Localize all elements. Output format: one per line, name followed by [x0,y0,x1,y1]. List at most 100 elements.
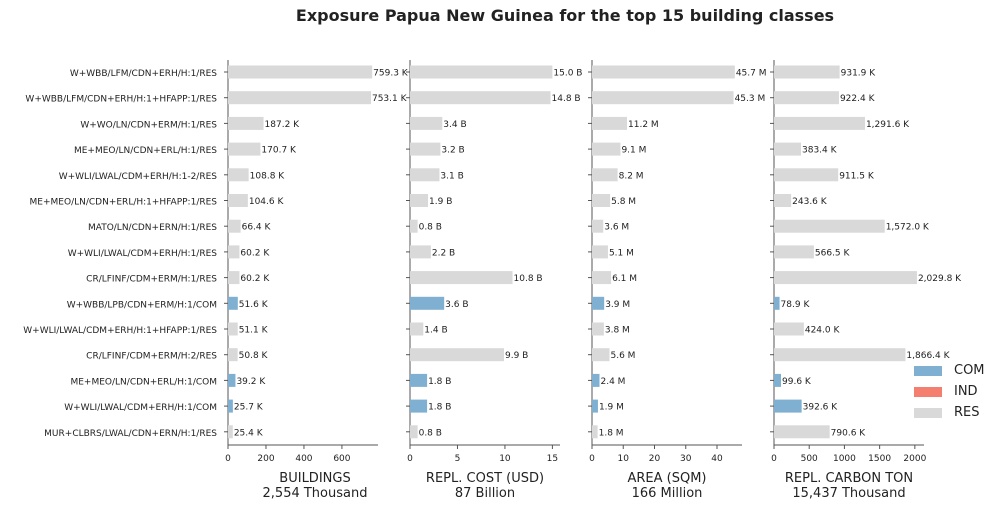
bar [592,245,608,259]
bar [774,373,782,387]
data-label: 3.1 B [440,171,463,181]
category-label: W+WO/LN/CDN+ERM/H:1/RES [80,120,217,130]
data-label: 10.8 B [514,274,543,284]
legend-item-com: COM [914,360,985,381]
x-tick-label: 500 [801,454,818,464]
bar [774,348,906,362]
category-label: MATO/LN/CDN+ERN/H:1/RES [88,223,217,233]
x-tick-label: 1500 [868,454,891,464]
data-label: 108.8 K [250,171,286,181]
bar [774,399,802,413]
bar [228,296,238,310]
bar [774,296,780,310]
bar [592,425,598,439]
x-tick-label: 30 [680,454,692,464]
data-label: 1.8 B [428,377,451,387]
legend-item-ind: IND [914,381,985,402]
category-label: ME+MEO/LN/CDN+ERL/H:1/COM [70,377,217,387]
category-label: ME+MEO/LN/CDN+ERL/H:1+HFAPP:1/RES [30,198,218,208]
bar [592,91,734,105]
data-label: 931.9 K [841,69,877,79]
bar [774,142,801,156]
category-label: W+WBB/LFM/CDN+ERH/H:1/RES [70,69,217,79]
x-axis-label: REPL. COST (USD) [426,471,544,486]
bar [592,194,611,207]
data-label: 66.4 K [242,223,272,233]
data-label: 392.6 K [803,403,839,413]
bar [592,399,598,413]
bar [592,296,605,310]
data-label: 15.0 B [553,69,582,79]
data-label: 759.3 K [373,69,409,79]
data-label: 60.2 K [240,248,270,258]
bar [410,399,428,413]
bar [228,271,240,285]
bar [592,219,604,233]
x-axis-total: 166 Million [632,486,703,501]
bar [228,116,264,130]
bar [410,116,443,130]
bar [410,219,418,233]
data-label: 8.2 M [619,171,644,181]
data-label: 383.4 K [802,146,838,156]
bar [592,348,610,362]
category-label: W+WLI/LWAL/CDM+ERH/H:1-2/RES [59,172,218,182]
data-label: 25.7 K [234,403,264,413]
bar [410,425,418,439]
data-label: 1.9 B [429,197,452,207]
x-tick-label: 15 [547,454,558,464]
x-tick-label: 0 [771,454,777,464]
x-axis-total: 15,437 Thousand [792,486,905,501]
x-tick-label: 1000 [833,454,856,464]
category-label: ME+MEO/LN/CDN+ERL/H:1/RES [74,146,217,156]
data-label: 1.8 M [599,428,624,438]
legend: COM IND RES [914,360,985,423]
data-label: 187.2 K [265,120,301,130]
x-tick-label: 5 [455,454,461,464]
data-label: 1.8 B [428,403,451,413]
x-axis-label: BUILDINGS [279,471,350,486]
bar [228,348,238,362]
legend-swatch-com [914,365,942,376]
data-label: 2.4 M [601,377,626,387]
category-label: W+WLI/LWAL/CDM+ERH/H:1+HFAPP:1/RES [23,326,217,336]
data-label: 5.8 M [611,197,636,207]
bar [410,194,429,207]
bar [774,194,792,207]
x-axis-label: REPL. CARBON TON [785,471,913,486]
data-label: 1.4 B [424,326,447,336]
bar [774,116,865,130]
data-label: 1.9 M [599,403,624,413]
data-label: 104.6 K [249,197,285,207]
x-tick-label: 10 [499,454,511,464]
x-tick-label: 400 [295,454,312,464]
bar [228,91,371,105]
bar [228,425,233,439]
bar [410,142,441,156]
legend-swatch-res [914,407,942,418]
data-label: 3.4 B [443,120,466,130]
legend-swatch-ind [914,386,942,397]
data-label: 2,029.8 K [918,274,962,284]
data-label: 922.4 K [840,94,876,104]
category-label: CR/LFINF/CDM+ERM/H:1/RES [86,275,217,285]
category-label: W+WBB/LPB/CDN+ERM/H:1/COM [67,300,217,310]
data-label: 911.5 K [839,171,875,181]
data-label: 3.2 B [441,146,464,156]
data-label: 0.8 B [419,223,442,233]
bar [228,373,236,387]
bar [592,322,604,336]
bar [592,168,618,182]
data-label: 170.7 K [261,146,297,156]
data-label: 11.2 M [628,120,659,130]
bar [228,245,240,259]
data-label: 6.1 M [612,274,637,284]
x-tick-label: 0 [225,454,231,464]
data-label: 60.2 K [240,274,270,284]
bar [592,116,627,130]
bar [228,219,241,233]
data-label: 51.6 K [239,300,269,310]
bar [228,322,238,336]
bar [592,271,612,285]
data-label: 25.4 K [234,428,264,438]
